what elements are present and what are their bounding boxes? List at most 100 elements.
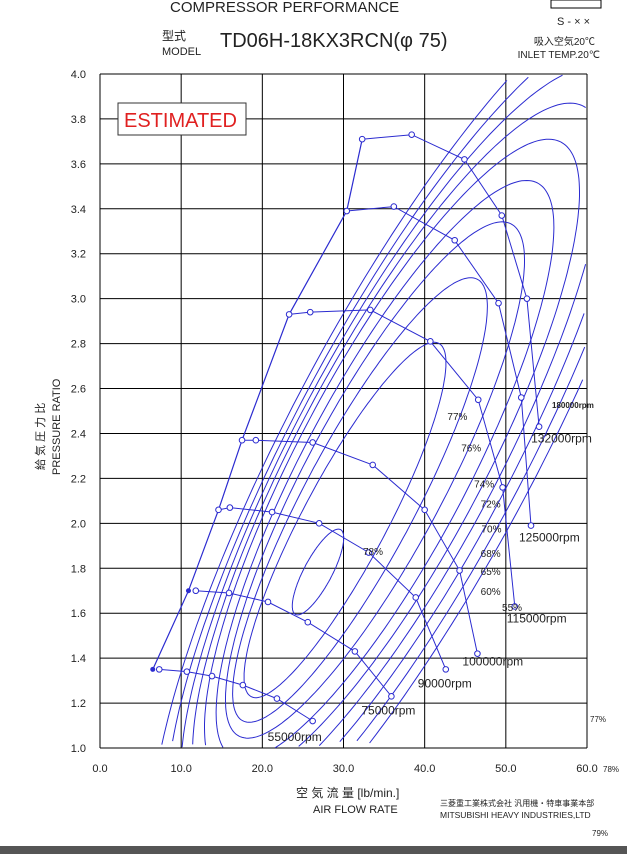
efficiency-contour <box>181 74 585 748</box>
chart-title: COMPRESSOR PERFORMANCE <box>170 0 399 16</box>
speed-label: 115000rpm <box>507 611 567 625</box>
stray-label: 180000rpm <box>552 401 594 410</box>
speed-point <box>517 394 525 401</box>
efficiency-contour <box>225 221 525 739</box>
speed-point <box>226 504 234 511</box>
x-tick-label: 40.0 <box>414 763 435 775</box>
efficiency-contour <box>161 80 584 745</box>
efficiency-label: 78% <box>363 547 383 558</box>
speed-line <box>159 668 313 722</box>
code-label: S - × × <box>557 16 590 28</box>
speed-point <box>264 598 272 606</box>
speed-label: 90000rpm <box>418 676 472 690</box>
x-tick-label: 60.0 <box>576 763 597 775</box>
efficiency-contour <box>215 179 555 749</box>
speed-point <box>495 299 502 307</box>
speed-line <box>346 206 532 526</box>
speed-point <box>427 338 434 345</box>
speed-point <box>351 648 359 655</box>
y-tick-label: 2.8 <box>71 339 86 351</box>
y-tick-label: 2.0 <box>71 518 86 530</box>
speed-point <box>365 549 372 556</box>
efficiency-label: 74% <box>474 479 494 490</box>
x-tick-label: 20.0 <box>252 763 273 775</box>
speed-line <box>362 134 540 427</box>
efficiency-label: 68% <box>481 549 501 560</box>
speed-point <box>273 695 281 702</box>
speed-label: 125000rpm <box>519 531 580 545</box>
x-tick-label: 30.0 <box>333 763 354 775</box>
code-box <box>550 0 602 9</box>
y-tick-label: 3.2 <box>71 249 86 261</box>
grid <box>99 73 588 749</box>
efficiency-contour <box>172 76 586 742</box>
x-tick-label: 0.0 <box>92 763 107 775</box>
speed-point <box>412 594 420 601</box>
speed-point <box>215 506 222 514</box>
speed-point <box>388 693 395 700</box>
efficiency-contours <box>161 74 587 749</box>
speed-point <box>183 668 191 675</box>
speed-point <box>408 131 415 138</box>
y-tick-label: 3.6 <box>71 159 86 171</box>
efficiency-contour <box>291 528 345 616</box>
speed-lines <box>150 131 543 725</box>
y-tick-label: 4.0 <box>71 69 86 81</box>
y-tick-label: 1.2 <box>71 698 86 710</box>
speed-point <box>474 396 482 404</box>
y-tick-label: 1.0 <box>71 743 86 755</box>
speed-point <box>535 423 543 431</box>
efficiency-label: 55% <box>502 603 522 614</box>
speed-line <box>289 309 516 607</box>
xlabel-jp: 空 気 流 量 [lb/min.] <box>296 785 399 800</box>
efficiency-label: 60% <box>481 587 501 598</box>
speed-label: 132000rpm <box>531 432 592 446</box>
efficiency-label: 76% <box>461 443 481 454</box>
speed-point <box>461 156 468 163</box>
speed-label: 75000rpm <box>361 703 415 717</box>
speed-point <box>456 567 463 574</box>
estimated-box <box>117 102 247 136</box>
speed-point <box>390 203 398 210</box>
maker-jp: 三菱重工業株式会社 汎用機・特車事業本部 <box>440 798 594 808</box>
y-tick-label: 2.6 <box>71 384 86 396</box>
speed-point <box>155 666 163 673</box>
speed-point <box>238 436 246 444</box>
speed-point <box>369 461 377 469</box>
speed-point <box>451 236 458 244</box>
xlabel: AIR FLOW RATE <box>313 804 398 816</box>
speed-label: 55000rpm <box>268 730 322 744</box>
speed-point <box>358 135 366 143</box>
speed-point <box>225 589 233 597</box>
speed-point <box>527 522 535 529</box>
speed-point <box>421 506 428 514</box>
speed-point <box>306 308 314 316</box>
speed-point <box>304 618 312 626</box>
speed-point <box>208 672 216 680</box>
ylabel: PRESSURE RATIO <box>51 378 63 475</box>
y-tick-label: 2.2 <box>71 473 86 485</box>
surge-point <box>150 666 156 672</box>
efficiency-contour <box>243 341 447 699</box>
surge-point <box>185 588 191 594</box>
stray-label: 79% <box>592 829 608 838</box>
efficiency-contour <box>232 277 488 723</box>
speed-point <box>285 311 293 318</box>
stray-label: 77% <box>590 715 606 724</box>
efficiency-contour <box>192 102 587 746</box>
speed-point <box>315 520 323 527</box>
speed-point <box>442 666 450 673</box>
speed-point <box>343 207 351 215</box>
y-tick-label: 3.0 <box>71 294 86 306</box>
speed-point <box>499 484 506 491</box>
speed-point <box>192 587 200 595</box>
efficiency-label: 77% <box>447 412 467 423</box>
efficiency-label: 72% <box>481 500 501 511</box>
efficiency-label: 70% <box>481 524 501 535</box>
speed-point <box>498 212 506 219</box>
x-tick-label: 50.0 <box>495 763 516 775</box>
y-tick-label: 1.6 <box>71 608 86 620</box>
speed-point <box>309 439 316 446</box>
y-tick-label: 3.4 <box>71 204 86 216</box>
